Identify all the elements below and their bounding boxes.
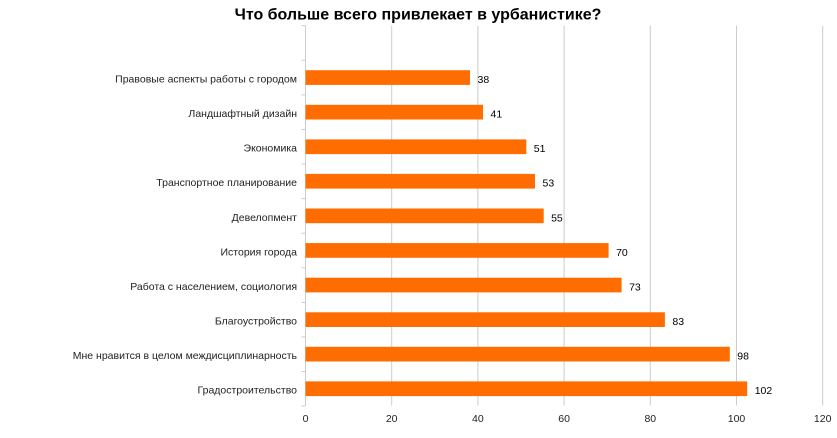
svg-text:Девелопмент: Девелопмент bbox=[232, 212, 298, 224]
svg-text:Экономика: Экономика bbox=[244, 143, 298, 155]
svg-text:Что больше всего привлекает в: Что больше всего привлекает в урбанистик… bbox=[235, 7, 602, 24]
svg-text:60: 60 bbox=[558, 413, 570, 425]
svg-text:Мне нравится в целом междисцип: Мне нравится в целом междисциплинарность bbox=[73, 350, 298, 362]
svg-text:80: 80 bbox=[644, 413, 656, 425]
svg-text:Ландшафтный дизайн: Ландшафтный дизайн bbox=[188, 108, 297, 120]
svg-text:20: 20 bbox=[386, 413, 398, 425]
svg-text:История города: История города bbox=[221, 246, 298, 258]
svg-text:100: 100 bbox=[728, 413, 746, 425]
svg-text:41: 41 bbox=[491, 109, 503, 121]
svg-text:Правовые аспекты работы с горо: Правовые аспекты работы с городом bbox=[115, 74, 297, 86]
svg-text:Транспортное планирование: Транспортное планирование bbox=[156, 177, 297, 189]
svg-text:Благоустройство: Благоустройство bbox=[215, 316, 297, 328]
svg-text:Работа с населением, социологи: Работа с населением, социология bbox=[130, 281, 297, 293]
svg-text:83: 83 bbox=[672, 316, 684, 328]
svg-text:55: 55 bbox=[551, 212, 563, 224]
svg-text:98: 98 bbox=[737, 351, 749, 363]
svg-text:73: 73 bbox=[629, 282, 641, 294]
svg-text:40: 40 bbox=[472, 413, 484, 425]
svg-text:0: 0 bbox=[303, 413, 309, 425]
svg-text:51: 51 bbox=[534, 143, 546, 155]
svg-text:53: 53 bbox=[543, 178, 555, 190]
svg-text:Градостроительство: Градостроительство bbox=[198, 385, 298, 397]
svg-text:102: 102 bbox=[755, 385, 773, 397]
svg-text:38: 38 bbox=[478, 74, 490, 86]
svg-text:70: 70 bbox=[616, 247, 628, 259]
svg-text:120: 120 bbox=[814, 413, 832, 425]
